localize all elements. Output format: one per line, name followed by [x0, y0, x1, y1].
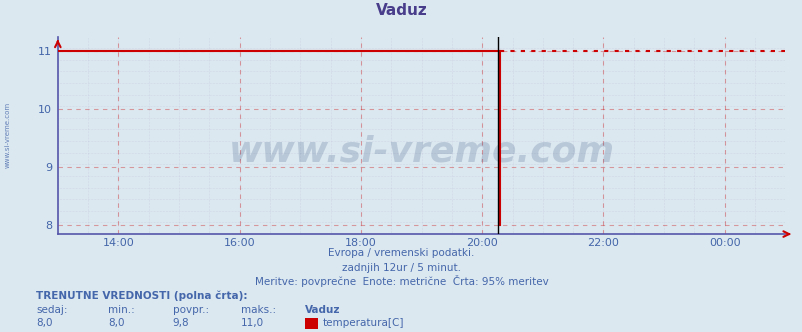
- Text: povpr.:: povpr.:: [172, 305, 209, 315]
- Text: Vaduz: Vaduz: [305, 305, 340, 315]
- Text: 11,0: 11,0: [241, 318, 264, 328]
- Text: maks.:: maks.:: [241, 305, 276, 315]
- Text: 8,0: 8,0: [36, 318, 53, 328]
- Text: www.si-vreme.com: www.si-vreme.com: [5, 102, 11, 168]
- Text: TRENUTNE VREDNOSTI (polna črta):: TRENUTNE VREDNOSTI (polna črta):: [36, 291, 247, 301]
- Text: 8,0: 8,0: [108, 318, 125, 328]
- Text: zadnjih 12ur / 5 minut.: zadnjih 12ur / 5 minut.: [342, 263, 460, 273]
- Text: Meritve: povprečne  Enote: metrične  Črta: 95% meritev: Meritve: povprečne Enote: metrične Črta:…: [254, 275, 548, 287]
- Text: sedaj:: sedaj:: [36, 305, 67, 315]
- Text: Vaduz: Vaduz: [375, 3, 427, 18]
- Text: www.si-vreme.com: www.si-vreme.com: [229, 134, 614, 168]
- Text: 9,8: 9,8: [172, 318, 189, 328]
- Text: min.:: min.:: [108, 305, 135, 315]
- Text: temperatura[C]: temperatura[C]: [322, 318, 403, 328]
- Text: Evropa / vremenski podatki.: Evropa / vremenski podatki.: [328, 248, 474, 258]
